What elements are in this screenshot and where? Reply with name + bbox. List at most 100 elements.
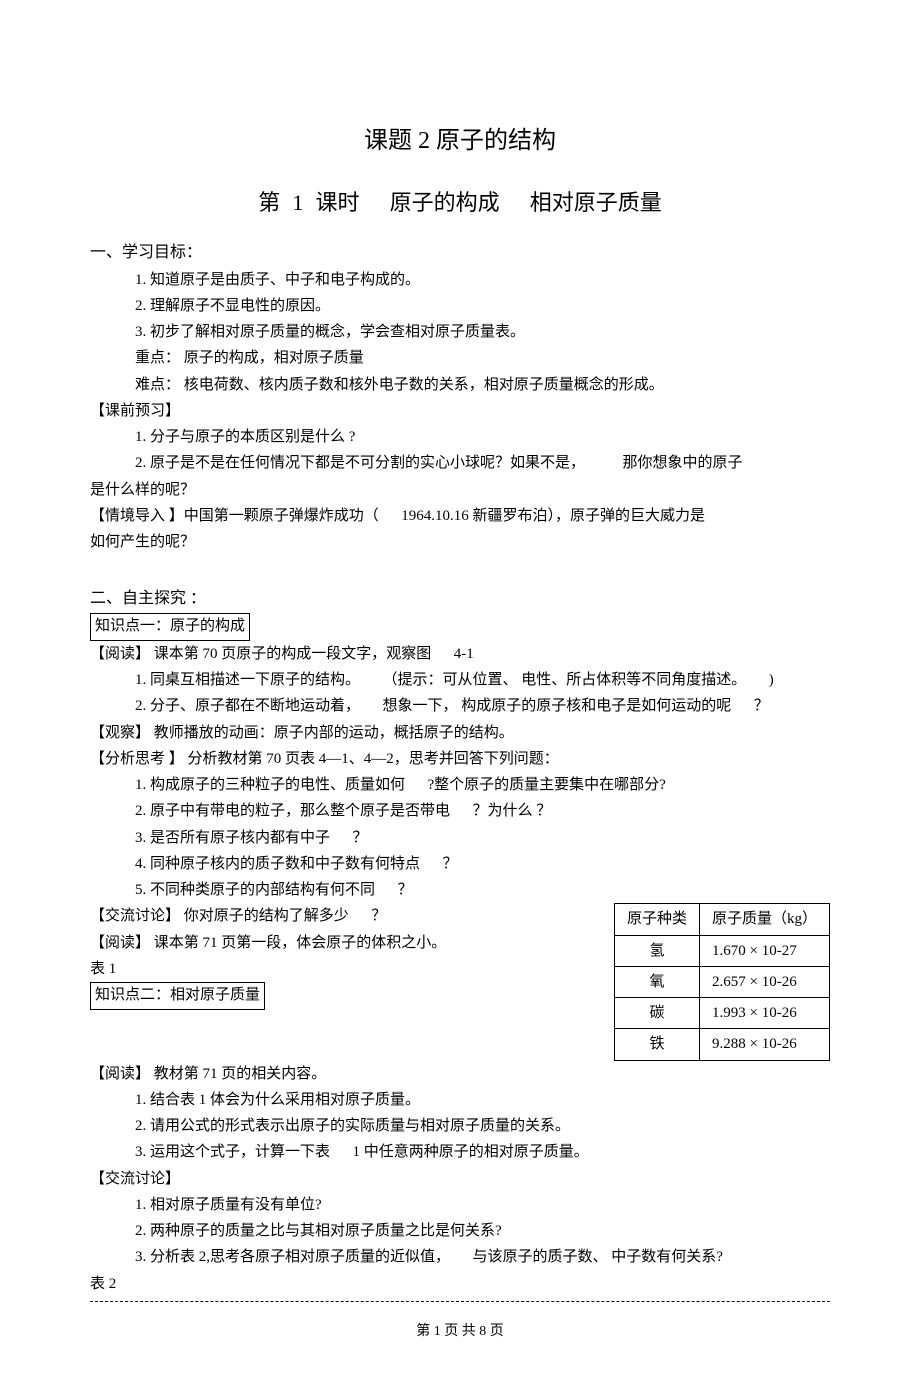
- r3-3a: 3. 运用这个式子，计算一下表: [135, 1144, 330, 1160]
- analyze-q5: 5. 不同种类原子的内部结构有何不同 ？: [90, 877, 830, 903]
- page: 课题 2 原子的结构 第 1 课时 原子的构成 相对原子质量 一、学习目标： 1…: [0, 0, 920, 1384]
- sub-title-b: 原子的构成: [390, 190, 500, 215]
- kp1-box: 知识点一：原子的构成: [90, 613, 250, 641]
- read1-item2: 2. 分子、原子都在不断地运动着， 想象一下， 构成原子的原子核和电子是如何运动的…: [90, 693, 830, 719]
- aq3: 3. 是否所有原子核内都有中子: [135, 830, 330, 846]
- td-mass: 1.993 × 10-26: [699, 998, 829, 1029]
- read1-item1b: （提示：可从位置、 电性、所占体积等不同角度描述。: [383, 672, 747, 688]
- preclass-heading: 【课前预习】: [90, 398, 830, 424]
- discuss-label: 【交流讨论】: [90, 908, 180, 924]
- analyze-q1: 1. 构成原子的三种粒子的电性、质量如何 ?整个原子的质量主要集中在哪部分?: [90, 772, 830, 798]
- aq3q: ？: [353, 830, 368, 846]
- context-text-a: 中国第一颗原子弹爆炸成功（: [184, 508, 379, 524]
- read2-text: 课本第 71 页第一段，体会原子的体积之小。: [150, 935, 446, 951]
- spacer: [90, 555, 830, 581]
- read3-label: 【阅读】: [90, 1066, 150, 1082]
- atom-mass-table: 原子种类 原子质量（kg） 氢 1.670 × 10-27 氧 2.657 × …: [614, 903, 830, 1060]
- sub-title: 第 1 课时 原子的构成 相对原子质量: [90, 184, 830, 223]
- kp2-box: 知识点二：相对原子质量: [90, 982, 265, 1010]
- th-mass: 原子质量（kg）: [699, 904, 829, 935]
- observe-label: 【观察】: [90, 725, 150, 741]
- read2-label: 【阅读】: [90, 935, 150, 951]
- sub-title-c: 相对原子质量: [530, 190, 662, 215]
- preclass-q2-line1: 2. 原子是不是在任何情况下都是不可分割的实心小球呢？如果不是， 那你想象中的原子: [90, 450, 830, 476]
- table-row: 原子种类 原子质量（kg）: [614, 904, 829, 935]
- r3-1: 1. 结合表 1 体会为什么采用相对原子质量。: [90, 1087, 830, 1113]
- keypoint-label: 重点：: [135, 350, 180, 366]
- r3-3: 3. 运用这个式子，计算一下表 1 中任意两种原子的相对原子质量。: [90, 1139, 830, 1165]
- discuss-line: 【交流讨论】 你对原子的结构了解多少？: [90, 903, 590, 929]
- d2-1: 1. 相对原子质量有没有单位?: [90, 1192, 830, 1218]
- float-row: 【交流讨论】 你对原子的结构了解多少？ 【阅读】 课本第 71 页第一段，体会原…: [90, 903, 830, 1060]
- td-name: 碳: [614, 998, 699, 1029]
- observe-text: 教师播放的动画：原子内部的运动，概括原子的结构。: [150, 725, 514, 741]
- table-row: 铁 9.288 × 10-26: [614, 1029, 829, 1060]
- td-mass: 2.657 × 10-26: [699, 966, 829, 997]
- analyze-text: 分析教材第 70 页表 4—1、4—2，思考并回答下列问题：: [184, 751, 559, 767]
- read1-label: 【阅读】: [90, 646, 150, 662]
- main-title: 课题 2 原子的结构: [90, 120, 830, 162]
- aq5q: ？: [398, 882, 413, 898]
- d2-3b: 与该原子的质子数、 中子数有何关系?: [473, 1249, 723, 1265]
- difficulty: 难点： 核电荷数、核内质子数和核外电子数的关系，相对原子质量概念的形成。: [90, 372, 830, 398]
- keypoint-text: 原子的构成，相对原子质量: [180, 350, 364, 366]
- read1-item2c: ？: [754, 698, 769, 714]
- d2-3: 3. 分析表 2,思考各原子相对原子质量的近似值， 与该原子的质子数、 中子数有何…: [90, 1244, 830, 1270]
- table2-label: 表 2: [90, 1271, 830, 1297]
- context-line2: 如何产生的呢？: [90, 529, 830, 555]
- kp1-box-row: 知识点一：原子的构成: [90, 613, 830, 641]
- context-text-b: 1964.10.16 新疆罗布泊），原子弹的巨大威力是: [401, 508, 705, 524]
- preclass-q2-line2: 是什么样的呢？: [90, 477, 830, 503]
- read1-item2b: 想象一下， 构成原子的原子核和电子是如何运动的呢: [383, 698, 732, 714]
- analyze-q3: 3. 是否所有原子核内都有中子 ？: [90, 825, 830, 851]
- kp2-box-row: 知识点二：相对原子质量: [90, 982, 590, 1010]
- dashed-divider: [90, 1301, 830, 1302]
- aq4: 4. 同种原子核内的质子数和中子数有何特点: [135, 856, 420, 872]
- r3-3b: 1 中任意两种原子的相对原子质量。: [353, 1144, 589, 1160]
- read3-text: 教材第 71 页的相关内容。: [150, 1066, 326, 1082]
- difficulty-label: 难点：: [135, 377, 180, 393]
- td-name: 氧: [614, 966, 699, 997]
- discuss-text: 你对原子的结构了解多少: [180, 908, 349, 924]
- section1-heading: 一、学习目标：: [90, 239, 830, 267]
- section2-heading: 二、自主探究 ：: [90, 585, 830, 613]
- aq1b: ?整个原子的质量主要集中在哪部分?: [428, 777, 666, 793]
- th-type: 原子种类: [614, 904, 699, 935]
- r3-2: 2. 请用公式的形式表示出原子的实际质量与相对原子质量的关系。: [90, 1113, 830, 1139]
- preclass-q2b: 那你想象中的原子: [623, 455, 743, 471]
- goal-3: 3. 初步了解相对原子质量的概念，学会查相对原子质量表。: [90, 319, 830, 345]
- preclass-q2a: 2. 原子是不是在任何情况下都是不可分割的实心小球呢？如果不是，: [135, 455, 585, 471]
- table-row: 氢 1.670 × 10-27: [614, 935, 829, 966]
- context-line1: 【情境导入 】中国第一颗原子弹爆炸成功（1964.10.16 新疆罗布泊），原子…: [90, 503, 830, 529]
- d2-3a: 3. 分析表 2,思考各原子相对原子质量的近似值，: [135, 1249, 450, 1265]
- analyze-line: 【分析思考 】 分析教材第 70 页表 4—1、4—2，思考并回答下列问题：: [90, 746, 830, 772]
- float-left: 【交流讨论】 你对原子的结构了解多少？ 【阅读】 课本第 71 页第一段，体会原…: [90, 903, 590, 1009]
- read1-text: 课本第 70 页原子的构成一段文字，观察图: [150, 646, 431, 662]
- discuss2-label: 【交流讨论】: [90, 1166, 830, 1192]
- read1-line: 【阅读】 课本第 70 页原子的构成一段文字，观察图 4-1: [90, 641, 830, 667]
- page-footer: 第 1 页 共 8 页: [90, 1320, 830, 1345]
- aq1a: 1. 构成原子的三种粒子的电性、质量如何: [135, 777, 405, 793]
- table-row: 氧 2.657 × 10-26: [614, 966, 829, 997]
- aq2b: ？为什么 ？: [473, 803, 552, 819]
- aq4q: ？: [443, 856, 458, 872]
- read3-line: 【阅读】 教材第 71 页的相关内容。: [90, 1061, 830, 1087]
- goal-1: 1. 知道原子是由质子、中子和电子构成的。: [90, 267, 830, 293]
- read1-fig: 4-1: [454, 646, 474, 662]
- read1-item1a: 1. 同桌互相描述一下原子的结构。: [135, 672, 360, 688]
- td-mass: 9.288 × 10-26: [699, 1029, 829, 1060]
- td-name: 氢: [614, 935, 699, 966]
- read1-item2a: 2. 分子、原子都在不断地运动着，: [135, 698, 360, 714]
- preclass-q1: 1. 分子与原子的本质区别是什么 ?: [90, 424, 830, 450]
- float-right: 原子种类 原子质量（kg） 氢 1.670 × 10-27 氧 2.657 × …: [614, 903, 830, 1060]
- analyze-q2: 2. 原子中有带电的粒子，那么整个原子是否带电？为什么 ？: [90, 798, 830, 824]
- read1-item1c: ): [769, 672, 774, 688]
- td-mass: 1.670 × 10-27: [699, 935, 829, 966]
- table1-label: 表 1: [90, 956, 590, 982]
- analyze-q4: 4. 同种原子核内的质子数和中子数有何特点 ？: [90, 851, 830, 877]
- difficulty-text: 核电荷数、核内质子数和核外电子数的关系，相对原子质量概念的形成。: [180, 377, 664, 393]
- table-row: 碳 1.993 × 10-26: [614, 998, 829, 1029]
- observe-line: 【观察】 教师播放的动画：原子内部的运动，概括原子的结构。: [90, 720, 830, 746]
- d2-2: 2. 两种原子的质量之比与其相对原子质量之比是何关系?: [90, 1218, 830, 1244]
- aq5: 5. 不同种类原子的内部结构有何不同: [135, 882, 375, 898]
